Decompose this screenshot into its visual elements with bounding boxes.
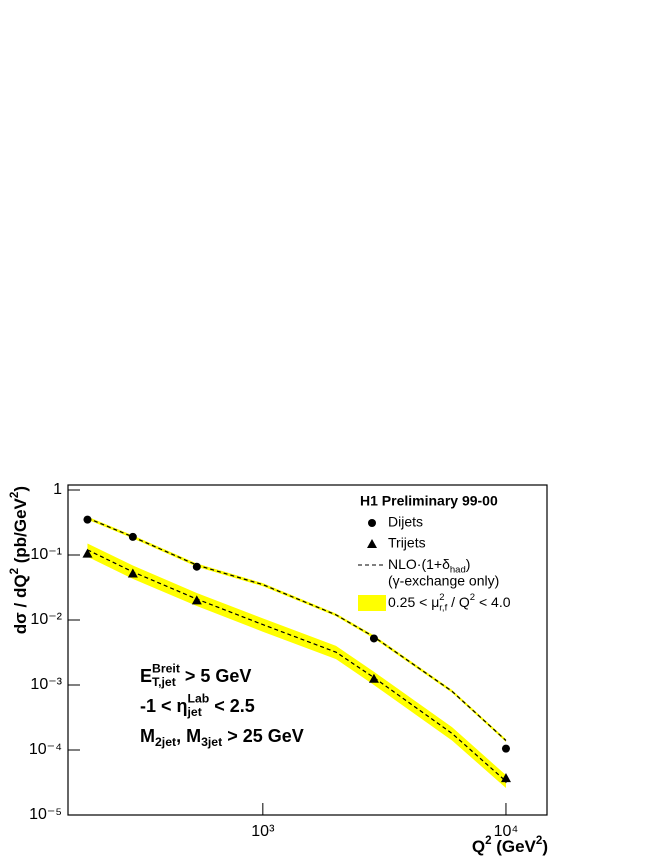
text-part: > 25 GeV — [222, 726, 304, 746]
text-part: ) — [466, 556, 471, 572]
nlo-curve — [87, 517, 507, 741]
text-part: 2 — [9, 492, 21, 498]
text-part: dσ / dQ — [11, 574, 30, 634]
plot-frame — [67, 484, 548, 816]
x-tick-label: 10³ — [251, 823, 275, 840]
marker — [501, 744, 510, 753]
text-part: ) — [542, 837, 548, 856]
marker — [127, 568, 138, 578]
marker — [192, 562, 201, 571]
text-part: Breit — [152, 662, 180, 676]
nlo-curve — [87, 549, 507, 782]
marker — [191, 595, 202, 605]
annotation: EBreit T,jet > 5 GeV — [140, 662, 251, 689]
marker — [128, 532, 137, 541]
text-part: > 5 GeV — [180, 666, 252, 686]
text-part: Lab — [188, 692, 210, 706]
text-part: < 4.0 — [475, 594, 511, 610]
x-tick-label: 10⁴ — [494, 823, 519, 840]
text-part: 2 — [470, 592, 475, 603]
legend-label: Trijets — [388, 535, 426, 551]
text-part: 2 — [485, 835, 491, 847]
text-part: 0.25 < μ — [388, 594, 439, 610]
uncertainty-band — [87, 543, 506, 789]
text-part: 2 — [536, 835, 542, 847]
text-part: ) — [11, 486, 30, 492]
text-part: 2 — [9, 568, 21, 574]
legend-label: NLO·(1+δhad) — [388, 556, 470, 575]
text-part: -1 < η — [140, 696, 188, 716]
marker — [82, 548, 93, 558]
marker — [368, 673, 379, 683]
y-tick-label: 1 — [53, 481, 62, 498]
legend-label: Dijets — [388, 514, 423, 530]
text-part: ·(1+δ — [417, 556, 450, 572]
text-part: r,f — [439, 602, 447, 613]
legend-title: H1 Preliminary 99-00 — [360, 493, 498, 509]
y-tick-label: 10⁻⁵ — [29, 806, 62, 823]
legend-note: (γ-exchange only) — [388, 573, 499, 589]
text-part: , M — [176, 726, 201, 746]
text-part: M — [140, 726, 155, 746]
legend-marker — [368, 519, 376, 527]
annotation: M2jet, M3jet > 25 GeV — [140, 726, 304, 749]
text-part: had — [450, 564, 466, 575]
y-tick-label: 10⁻¹ — [30, 546, 62, 563]
y-tick-label: 10⁻⁴ — [29, 741, 62, 758]
marker — [500, 773, 511, 783]
text-part: 2 — [439, 592, 444, 603]
legend-label: 0.25 < μ2 r,f / Q2 < 4.0 — [388, 592, 511, 613]
text-part: < 2.5 — [209, 696, 255, 716]
legend-swatch — [358, 595, 386, 611]
legend-marker — [367, 539, 377, 548]
y-tick-label: 10⁻³ — [30, 676, 62, 693]
text-part: 3jet — [201, 735, 222, 749]
text-part: T,jet — [152, 675, 176, 689]
text-part: / Q — [447, 594, 470, 610]
text-part: jet — [187, 705, 202, 719]
y-axis-label: dσ / dQ2 (pb/GeV2) — [9, 486, 31, 634]
y-tick-label: 10⁻² — [30, 611, 62, 628]
text-part: Q — [472, 837, 485, 856]
annotation: -1 < ηLab jet < 2.5 — [140, 692, 255, 719]
marker — [83, 515, 92, 524]
x-axis-label: Q2 (GeV2) — [472, 835, 548, 857]
text-part: (pb/GeV — [11, 497, 30, 568]
text-part: (GeV — [492, 837, 537, 856]
marker — [369, 634, 378, 643]
text-part: E — [140, 666, 152, 686]
text-part: NLO — [388, 556, 417, 572]
text-part: 2jet — [155, 735, 176, 749]
